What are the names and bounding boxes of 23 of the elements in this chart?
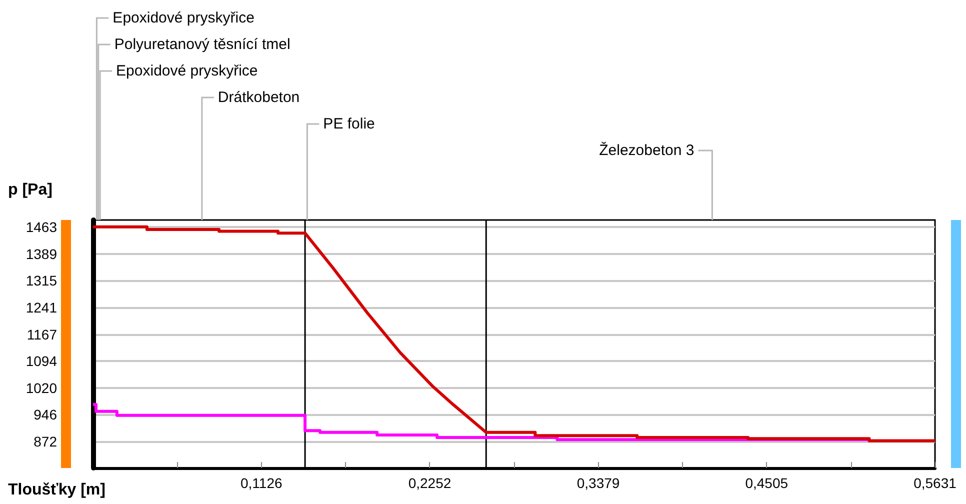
x-tick-label: 0,3379: [576, 475, 620, 491]
line-series: [92, 225, 936, 442]
text: Drátkobeton: [218, 89, 300, 106]
y-tick-label: 1315: [26, 272, 58, 289]
y-axis-title: p [Pa]: [8, 182, 52, 198]
x-tick-label: 0,4505: [745, 475, 788, 491]
text: Železobeton 3: [599, 141, 694, 159]
text: PE folie: [323, 116, 375, 132]
text: Epoxidové pryskyřice: [116, 62, 258, 80]
y-tick-label: 1389: [26, 246, 58, 262]
x-axis-title: Tloušťky [m]: [8, 482, 106, 498]
y-tick-label: 1463: [26, 218, 58, 235]
text: Epoxidové pryskyřice: [112, 10, 254, 26]
y-tick-label: 1241: [26, 300, 58, 316]
y-tick-label: 1020: [26, 380, 58, 396]
x-tick-label: 0,2252: [408, 475, 452, 491]
y-tick-label: 872: [34, 433, 58, 450]
y-tick-label: 1167: [26, 326, 58, 342]
x-tick-label: 0,1126: [240, 475, 282, 491]
text: Polyuretanový těsnící tmel: [114, 36, 290, 53]
x-tick-label: 0,5631: [914, 475, 957, 491]
y-tick-label: 1094: [26, 352, 58, 369]
y-tick-label: 946: [34, 406, 58, 423]
